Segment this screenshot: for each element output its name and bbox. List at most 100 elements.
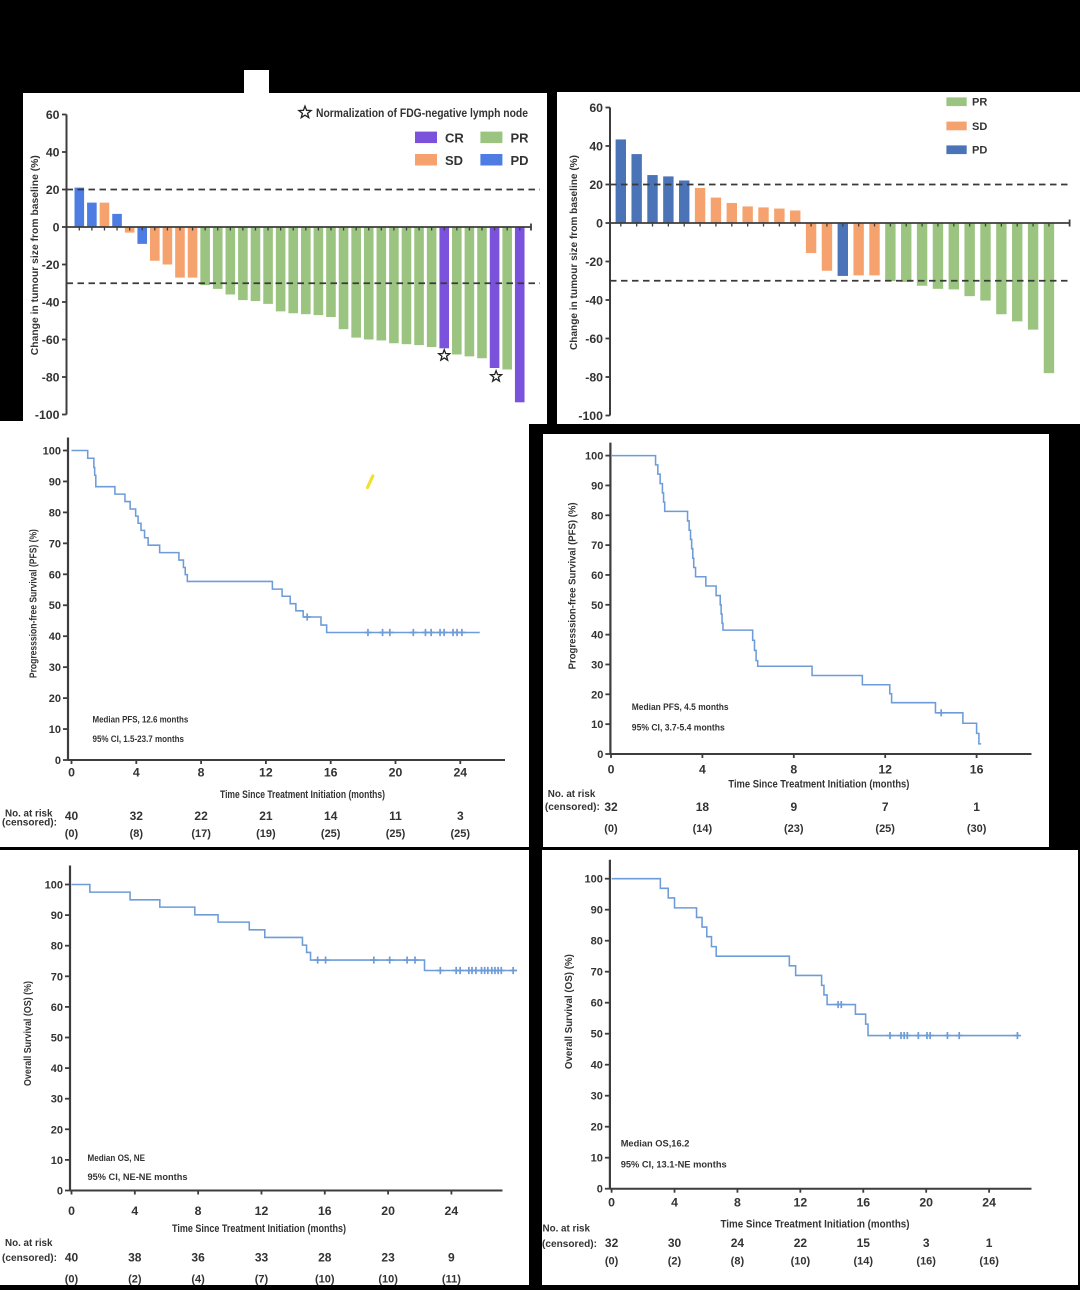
svg-text:(11): (11) [442,1274,461,1286]
svg-text:0: 0 [55,755,61,767]
svg-text:0: 0 [608,763,615,777]
svg-text:Median OS, NE: Median OS, NE [88,1153,146,1164]
svg-text:4: 4 [699,763,706,777]
svg-text:10: 10 [51,1155,63,1167]
svg-text:(censored):: (censored): [542,1238,597,1250]
svg-text:0: 0 [596,216,603,230]
svg-text:(19): (19) [256,828,276,840]
svg-text:0: 0 [68,765,75,779]
svg-text:8: 8 [195,1204,202,1218]
svg-text:0: 0 [608,1195,615,1209]
svg-text:60: 60 [51,1002,63,1014]
svg-text:0: 0 [68,1204,75,1218]
svg-text:-40: -40 [42,295,60,309]
svg-text:100: 100 [585,874,603,886]
svg-text:95% CI, 1.5-23.7 months: 95% CI, 1.5-23.7 months [93,734,185,745]
svg-text:-60: -60 [42,333,60,347]
svg-text:14: 14 [324,809,338,823]
svg-text:(7): (7) [255,1274,269,1286]
svg-text:(censored):: (censored): [2,817,57,829]
svg-text:32: 32 [605,1236,619,1250]
svg-text:0: 0 [57,1186,63,1198]
svg-text:20: 20 [51,1124,63,1136]
svg-text:32: 32 [130,809,144,823]
svg-text:100: 100 [43,446,61,458]
svg-text:11: 11 [389,809,402,823]
svg-text:12: 12 [794,1195,808,1209]
svg-text:(14): (14) [693,823,713,835]
svg-text:Overall Survival (OS) (%): Overall Survival (OS) (%) [564,954,575,1069]
svg-text:20: 20 [381,1204,395,1218]
svg-text:60: 60 [591,998,603,1010]
svg-text:Progresssion-free Survival (PF: Progresssion-free Survival (PFS) (%) [29,529,40,678]
svg-text:36: 36 [191,1251,205,1265]
svg-text:50: 50 [51,1033,63,1045]
svg-text:Time Since Treatment Initiatio: Time Since Treatment Initiation (months) [721,1219,910,1231]
svg-text:PD: PD [972,145,987,157]
svg-text:No. at risk: No. at risk [543,1222,591,1234]
svg-text:3: 3 [923,1236,930,1250]
svg-text:8: 8 [734,1195,741,1209]
svg-text:9: 9 [448,1251,455,1265]
svg-text:Median PFS, 4.5 months: Median PFS, 4.5 months [632,702,729,713]
svg-text:50: 50 [591,1029,603,1041]
svg-text:(0): (0) [604,823,618,835]
svg-text:28: 28 [318,1251,332,1265]
svg-text:-20: -20 [585,255,603,269]
svg-text:50: 50 [49,600,61,612]
svg-text:40: 40 [49,631,61,643]
svg-text:70: 70 [591,967,603,979]
svg-text:16: 16 [324,765,338,779]
svg-text:1: 1 [973,800,980,814]
svg-text:Median OS,16.2: Median OS,16.2 [621,1139,690,1150]
svg-text:16: 16 [318,1204,332,1218]
svg-text:No. at risk: No. at risk [548,788,596,800]
svg-text:90: 90 [591,480,603,492]
svg-text:90: 90 [591,905,603,917]
svg-text:40: 40 [589,139,603,153]
svg-text:(16): (16) [979,1256,999,1268]
svg-text:(10): (10) [791,1256,811,1268]
svg-text:22: 22 [194,809,208,823]
svg-text:Time Since Treatment Initiatio: Time Since Treatment Initiation (months) [172,1223,346,1235]
svg-text:(14): (14) [854,1256,874,1268]
svg-text:33: 33 [255,1251,269,1265]
svg-text:PR: PR [972,97,987,109]
svg-text:30: 30 [668,1236,682,1250]
svg-text:95% CI, 3.7-5.4 months: 95% CI, 3.7-5.4 months [632,723,725,734]
svg-text:8: 8 [198,765,205,779]
svg-text:20: 20 [389,765,403,779]
svg-text:15: 15 [857,1236,871,1250]
svg-text:7: 7 [882,800,889,814]
svg-text:80: 80 [51,941,63,953]
svg-text:21: 21 [259,809,273,823]
svg-text:20: 20 [589,178,603,192]
svg-text:40: 40 [65,809,79,823]
svg-text:(8): (8) [130,828,144,840]
svg-text:No. at risk: No. at risk [5,1237,53,1249]
svg-text:80: 80 [591,936,603,948]
svg-text:(4): (4) [191,1274,205,1286]
svg-text:50: 50 [591,600,603,612]
svg-text:PR: PR [511,131,530,146]
svg-text:24: 24 [731,1236,745,1250]
svg-text:No. at risk: No. at risk [5,808,53,820]
svg-text:24: 24 [453,765,467,779]
svg-text:(2): (2) [668,1256,682,1268]
svg-text:22: 22 [794,1236,808,1250]
svg-text:70: 70 [49,538,61,550]
svg-text:-40: -40 [585,293,603,307]
svg-text:60: 60 [591,570,603,582]
svg-text:SD: SD [445,153,463,168]
svg-text:38: 38 [128,1251,142,1265]
svg-text:(0): (0) [65,1274,79,1286]
svg-text:SD: SD [972,121,987,133]
svg-text:30: 30 [51,1094,63,1106]
svg-text:95% CI, 13.1-NE months: 95% CI, 13.1-NE months [621,1160,727,1171]
svg-text:40: 40 [591,1060,603,1072]
svg-text:60: 60 [46,108,60,122]
svg-text:18: 18 [696,800,710,814]
svg-text:10: 10 [591,1153,603,1165]
svg-text:(10): (10) [378,1274,398,1286]
svg-text:3: 3 [457,809,464,823]
